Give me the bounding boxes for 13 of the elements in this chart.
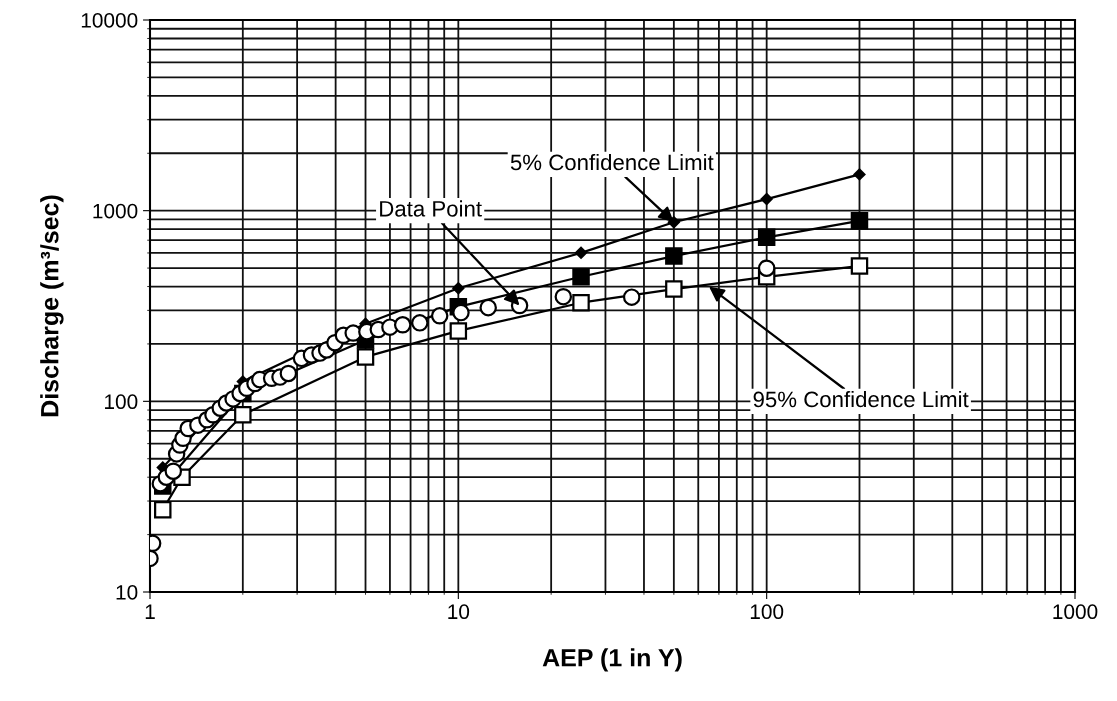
y-axis-title: Discharge (m³/sec) (40, 195, 64, 417)
x-tick-label: 1 (145, 604, 155, 619)
annotation: 5% Confidence Limit (510, 153, 714, 171)
y-tick-label: 100 (105, 394, 138, 410)
x-tick-label: 1000 (1053, 604, 1098, 620)
y-tick-label: 10000 (81, 13, 138, 28)
y-tick-label: 1000 (93, 203, 138, 219)
x-axis-title: AEP (1 in Y) (542, 648, 682, 672)
annotation: Data Point (380, 200, 482, 217)
x-tick-label: 10 (448, 604, 470, 620)
y-tick-label: 10 (116, 585, 138, 600)
x-tick-label: 100 (750, 604, 784, 620)
annotation: 95% Confidence Limit (753, 390, 969, 408)
